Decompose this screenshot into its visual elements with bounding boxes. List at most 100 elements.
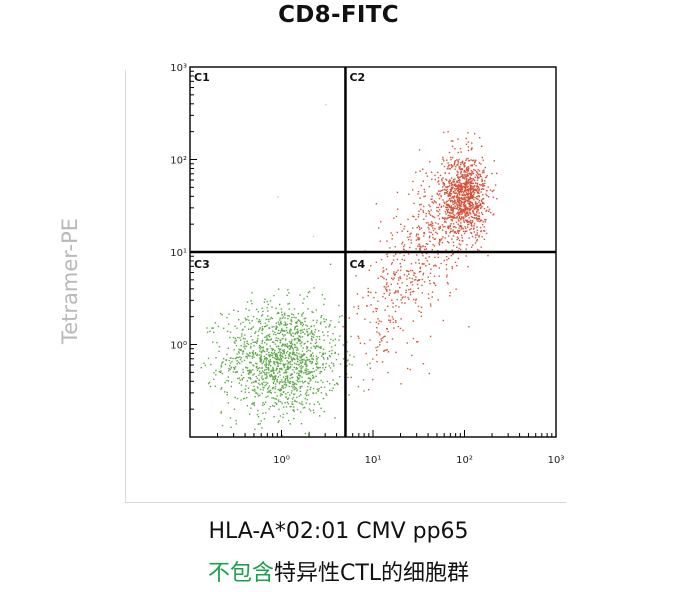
data-point — [439, 193, 441, 195]
data-point — [418, 237, 421, 239]
data-point — [304, 369, 306, 371]
data-point — [394, 274, 396, 276]
data-point — [452, 229, 454, 231]
data-point — [451, 183, 453, 186]
data-point — [470, 182, 472, 185]
data-point — [453, 180, 455, 183]
data-point — [272, 361, 275, 363]
data-point — [265, 396, 267, 398]
data-point — [457, 196, 459, 199]
data-point — [418, 226, 421, 229]
data-point — [251, 327, 253, 329]
data-point — [315, 346, 318, 348]
data-point — [322, 331, 324, 333]
data-point — [267, 338, 269, 341]
data-point — [242, 353, 244, 355]
data-point — [417, 287, 419, 289]
data-point — [292, 409, 294, 411]
data-point — [433, 282, 436, 285]
data-point — [453, 181, 455, 184]
data-point — [475, 214, 477, 216]
data-point — [233, 366, 235, 369]
data-point — [253, 403, 255, 405]
data-point — [478, 189, 480, 191]
data-point — [224, 381, 226, 384]
data-point — [464, 201, 467, 203]
data-point — [318, 387, 320, 390]
data-point — [281, 379, 283, 381]
data-point — [477, 215, 479, 217]
data-point — [410, 281, 412, 284]
data-point — [467, 180, 470, 182]
data-point — [457, 183, 460, 186]
data-point — [399, 269, 402, 272]
data-point — [418, 210, 420, 212]
data-point — [462, 162, 464, 164]
data-point — [395, 291, 397, 293]
data-point — [234, 371, 237, 374]
data-point — [279, 356, 282, 358]
data-point — [329, 383, 331, 385]
data-point — [449, 183, 451, 185]
data-point — [392, 259, 395, 261]
data-point — [400, 318, 402, 320]
data-point — [331, 362, 333, 364]
data-point — [301, 313, 303, 315]
data-point — [410, 269, 412, 272]
data-point — [243, 341, 246, 343]
data-point — [468, 208, 471, 210]
data-point — [272, 330, 274, 332]
data-point — [418, 279, 421, 281]
data-point — [396, 231, 399, 234]
data-point — [266, 306, 268, 309]
data-point — [264, 364, 266, 366]
data-point — [449, 198, 451, 200]
data-point — [370, 265, 372, 267]
data-point — [244, 338, 246, 340]
data-point — [447, 208, 449, 211]
data-point — [477, 169, 479, 171]
data-point — [455, 188, 457, 190]
data-point — [281, 393, 283, 396]
data-point — [275, 358, 277, 361]
data-point — [385, 283, 388, 286]
data-point — [268, 336, 271, 338]
data-point — [453, 216, 455, 218]
data-point — [452, 180, 454, 183]
data-point — [331, 349, 333, 352]
data-point — [386, 282, 388, 284]
data-point — [454, 214, 456, 216]
data-point — [240, 390, 243, 392]
data-point — [226, 380, 228, 382]
data-point — [456, 198, 459, 200]
data-point — [458, 192, 461, 194]
data-point — [480, 184, 482, 186]
data-point — [287, 303, 289, 305]
data-point — [430, 171, 433, 173]
data-point — [278, 359, 281, 361]
data-point — [415, 276, 417, 278]
data-point — [465, 185, 467, 187]
data-point — [456, 180, 458, 182]
data-point — [398, 306, 400, 308]
data-point — [410, 239, 412, 241]
data-point — [300, 321, 302, 324]
data-point — [242, 350, 244, 352]
data-point — [277, 399, 280, 401]
data-point — [286, 366, 289, 369]
data-point — [396, 258, 399, 261]
data-point — [275, 339, 277, 342]
data-point — [257, 416, 260, 418]
data-point — [475, 202, 477, 204]
data-point — [457, 176, 459, 178]
data-point — [454, 161, 456, 163]
data-point — [471, 172, 473, 174]
data-point — [482, 159, 484, 161]
data-point — [272, 377, 274, 379]
data-point — [267, 303, 269, 306]
data-point — [453, 195, 456, 198]
data-point — [313, 334, 315, 336]
data-point — [397, 325, 399, 328]
data-point — [316, 362, 319, 364]
data-point — [460, 162, 462, 164]
